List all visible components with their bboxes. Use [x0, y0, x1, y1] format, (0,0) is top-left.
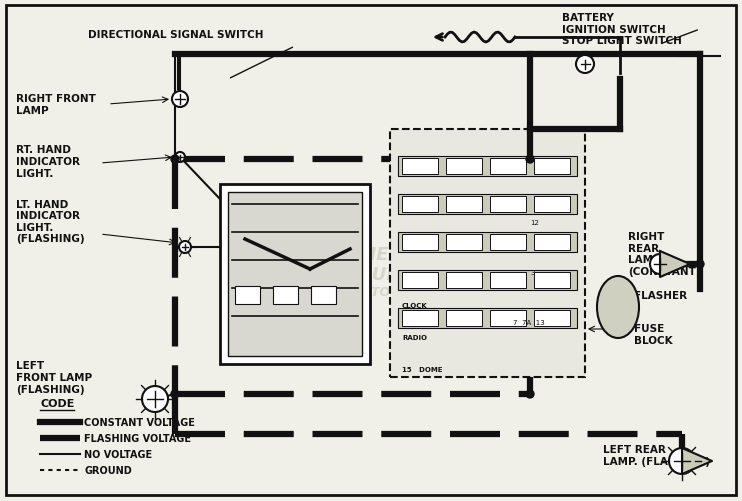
Text: BUICK: BUICK [359, 266, 421, 284]
Circle shape [175, 153, 185, 163]
Bar [534, 311, 570, 326]
Text: 15   DOME: 15 DOME [402, 366, 442, 372]
Text: 7  7A  13: 7 7A 13 [513, 319, 545, 325]
Text: NO VOLTAGE: NO VOLTAGE [84, 449, 152, 459]
Text: FLASHER: FLASHER [634, 291, 687, 301]
Bar [446, 311, 482, 326]
Text: FLASHING VOLTAGE: FLASHING VOLTAGE [84, 433, 191, 443]
Text: FUSE
BLOCK: FUSE BLOCK [634, 324, 673, 345]
Bar [398, 194, 577, 214]
Text: LEFT
FRONT LAMP
(FLASHING): LEFT FRONT LAMP (FLASHING) [16, 361, 92, 394]
Bar [490, 311, 526, 326]
Polygon shape [682, 448, 712, 474]
Bar [398, 157, 577, 177]
Circle shape [142, 386, 168, 412]
Text: CLOCK: CLOCK [402, 303, 427, 309]
Bar [534, 273, 570, 289]
Text: CODE: CODE [40, 398, 74, 408]
Bar [390, 130, 585, 377]
Bar [402, 311, 438, 326]
Bar [398, 271, 577, 291]
Bar [490, 273, 526, 289]
Text: RADIO: RADIO [402, 334, 427, 340]
Text: CONSTANT VOLTAGE: CONSTANT VOLTAGE [84, 417, 195, 427]
Text: WWW.HOMETOWNBUICK.COM: WWW.HOMETOWNBUICK.COM [285, 285, 495, 298]
Text: 12: 12 [530, 219, 539, 225]
Polygon shape [660, 252, 690, 278]
Bar [446, 273, 482, 289]
Circle shape [576, 56, 594, 74]
Circle shape [171, 390, 179, 398]
Circle shape [526, 156, 534, 164]
Bar [235, 287, 260, 305]
Ellipse shape [597, 277, 639, 338]
Bar [534, 159, 570, 175]
Bar [311, 287, 336, 305]
Circle shape [179, 241, 191, 254]
Bar [402, 234, 438, 250]
Bar [490, 159, 526, 175]
Text: BATTERY
IGNITION SWITCH
STOP LIGHT SWITCH: BATTERY IGNITION SWITCH STOP LIGHT SWITC… [562, 13, 682, 46]
Circle shape [696, 261, 704, 269]
Bar [228, 192, 362, 356]
Text: RIGHT FRONT
LAMP: RIGHT FRONT LAMP [16, 94, 96, 116]
Text: RT. HAND
INDICATOR
LIGHT.: RT. HAND INDICATOR LIGHT. [16, 145, 80, 178]
Bar [398, 232, 577, 253]
Circle shape [669, 448, 695, 474]
Text: LEFT REAR
LAMP. (FLASHING): LEFT REAR LAMP. (FLASHING) [603, 444, 710, 465]
Bar [398, 309, 577, 328]
Text: LT. HAND
INDICATOR
LIGHT.
(FLASHING): LT. HAND INDICATOR LIGHT. (FLASHING) [16, 199, 85, 244]
Bar [402, 273, 438, 289]
Bar [446, 159, 482, 175]
Bar [490, 196, 526, 212]
Bar [446, 234, 482, 250]
Circle shape [172, 92, 188, 108]
Text: GROUND: GROUND [84, 465, 132, 475]
Bar [402, 159, 438, 175]
Text: DIRECTIONAL SIGNAL SWITCH: DIRECTIONAL SIGNAL SWITCH [88, 30, 263, 40]
Bar [534, 196, 570, 212]
Circle shape [526, 390, 534, 398]
Bar [273, 287, 298, 305]
Bar [220, 185, 370, 364]
Circle shape [650, 255, 670, 275]
Bar [402, 196, 438, 212]
Text: RIGHT
REAR
LAMP
(CONSTANT): RIGHT REAR LAMP (CONSTANT) [628, 231, 700, 276]
Bar [534, 234, 570, 250]
Text: HOMETOWN: HOMETOWN [329, 245, 451, 264]
Bar [490, 234, 526, 250]
Bar [446, 196, 482, 212]
Text: 3: 3 [530, 270, 534, 276]
Circle shape [171, 156, 179, 164]
